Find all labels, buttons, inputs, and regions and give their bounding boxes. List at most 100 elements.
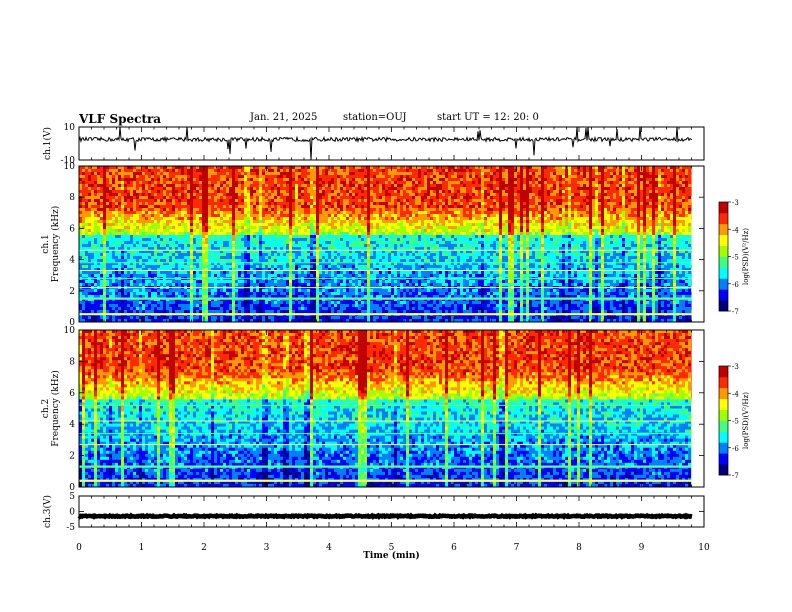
spectrogram-cell — [664, 193, 667, 196]
spectrogram-cell — [583, 172, 586, 175]
spectrogram-cell — [676, 223, 679, 226]
spectrogram-cell — [676, 226, 679, 229]
spectrogram-cell — [475, 217, 478, 220]
spectrogram-cell — [286, 169, 289, 172]
spectrogram-cell — [559, 205, 562, 208]
spectrogram-cell — [622, 223, 625, 226]
spectrogram-cell — [397, 205, 400, 208]
spectrogram-cell — [352, 214, 355, 217]
spectrogram-cell — [97, 196, 100, 199]
spectrogram-cell — [637, 190, 640, 193]
spectrogram-cell — [406, 196, 409, 199]
spectrogram-cell — [169, 211, 172, 214]
spectrogram-cell — [451, 211, 454, 214]
spectrogram-cell — [625, 199, 628, 202]
spectrogram-cell — [631, 208, 634, 211]
spectrogram-cell — [145, 223, 148, 226]
spectrogram-cell — [250, 211, 253, 214]
spectrogram-cell — [649, 232, 652, 235]
spectrogram-cell — [403, 190, 406, 193]
spectrogram-cell — [178, 229, 181, 232]
spectrogram-cell — [223, 223, 226, 226]
spectrogram-cell — [193, 220, 196, 223]
spectrogram-cell — [283, 175, 286, 178]
spectrogram-cell — [649, 199, 652, 202]
spectrogram-cell — [325, 211, 328, 214]
spectrogram-cell — [175, 217, 178, 220]
spectrogram-cell — [499, 220, 502, 223]
spectrogram-cell — [571, 169, 574, 172]
spectrogram-cell — [607, 202, 610, 205]
spectrogram-cell — [256, 169, 259, 172]
spectrogram-cell — [325, 169, 328, 172]
spectrogram-cell — [610, 196, 613, 199]
spectrogram-cell — [205, 178, 208, 181]
spectrogram-cell — [319, 193, 322, 196]
spectrogram-cell — [628, 226, 631, 229]
spectrogram-cell — [115, 223, 118, 226]
spectrogram-cell — [184, 169, 187, 172]
spectrogram-cell — [112, 232, 115, 235]
spectrogram-cell — [292, 208, 295, 211]
spectrogram-cell — [166, 226, 169, 229]
spectrogram-cell — [388, 232, 391, 235]
spectrogram-cell — [343, 229, 346, 232]
spectrogram-cell — [667, 172, 670, 175]
spectrogram-cell — [118, 187, 121, 190]
spectrogram-cell — [583, 229, 586, 232]
spectrogram-cell — [598, 220, 601, 223]
spectrogram-cell — [676, 184, 679, 187]
spectrogram-cell — [520, 211, 523, 214]
spectrogram-cell — [271, 199, 274, 202]
spectrogram-cell — [667, 211, 670, 214]
spectrogram-cell — [175, 208, 178, 211]
spectrogram-cell — [121, 175, 124, 178]
spectrogram-cell — [583, 226, 586, 229]
spectrogram-cell — [292, 178, 295, 181]
spectrogram-cell — [145, 181, 148, 184]
spectrogram-cell — [232, 181, 235, 184]
spectrogram-cell — [550, 202, 553, 205]
spectrogram-cell — [547, 196, 550, 199]
spectrogram-cell — [682, 190, 685, 193]
spectrogram-cell — [445, 190, 448, 193]
spectrogram-cell — [247, 232, 250, 235]
spectrogram-cell — [148, 199, 151, 202]
spectrogram-cell — [352, 232, 355, 235]
spectrogram-cell — [580, 187, 583, 190]
spectrogram-cell — [151, 181, 154, 184]
spectrogram-cell — [589, 211, 592, 214]
spectrogram-cell — [631, 226, 634, 229]
spectrogram-cell — [115, 187, 118, 190]
spectrogram-cell — [244, 193, 247, 196]
spectrogram-cell — [622, 229, 625, 232]
spectrogram-cell — [169, 172, 172, 175]
spectrogram-cell — [652, 205, 655, 208]
spectrogram-cell — [688, 208, 691, 211]
spectrogram-cell — [568, 211, 571, 214]
spectrogram-cell — [157, 220, 160, 223]
spectrogram-cell — [430, 232, 433, 235]
spectrogram-cell — [388, 217, 391, 220]
spectrogram-cell — [88, 196, 91, 199]
spectrogram-cell — [520, 202, 523, 205]
spectrogram-cell — [208, 220, 211, 223]
spectrogram-cell — [136, 193, 139, 196]
spectrogram-cell — [112, 172, 115, 175]
spectrogram-cell — [484, 232, 487, 235]
spectrogram-cell — [580, 190, 583, 193]
spectrogram-cell — [397, 217, 400, 220]
spectrogram-cell — [628, 193, 631, 196]
spectrogram-cell — [409, 175, 412, 178]
spectrogram-cell — [304, 199, 307, 202]
spectrogram-cell — [532, 199, 535, 202]
spectrogram-cell — [532, 223, 535, 226]
spectrogram-cell — [322, 235, 325, 238]
spectrogram-cell — [643, 205, 646, 208]
spectrogram-cell — [148, 208, 151, 211]
spectrogram-cell — [688, 184, 691, 187]
spectrogram-cell — [580, 175, 583, 178]
spectrogram-cell — [265, 178, 268, 181]
spectrogram-cell — [655, 175, 658, 178]
spectrogram-cell — [547, 199, 550, 202]
